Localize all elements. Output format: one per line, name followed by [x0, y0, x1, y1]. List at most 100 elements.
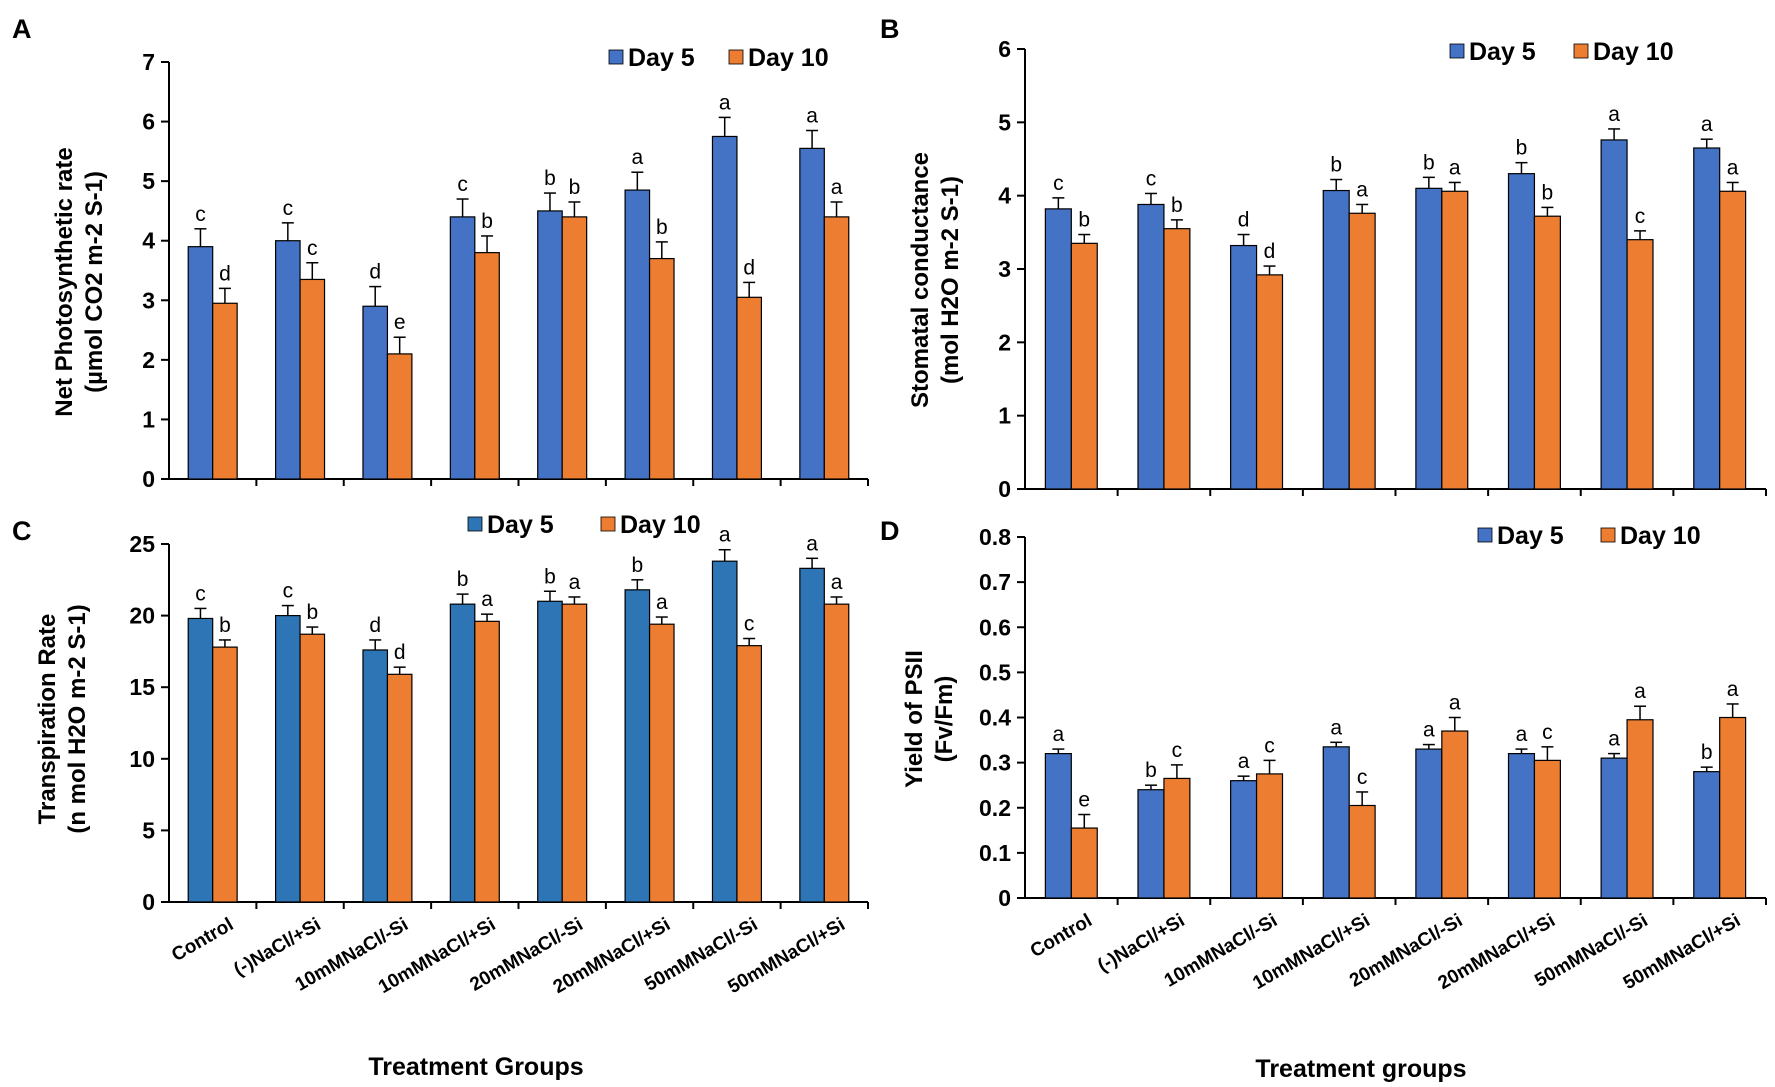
bar-day5 [1230, 780, 1258, 899]
significance-letter: b [544, 167, 556, 190]
y-axis-title-line1: Yield of PSII [901, 650, 928, 788]
y-tick-label: 7 [142, 49, 155, 75]
y-axis-title-line1: Net Photosynthetic rate [51, 147, 78, 416]
bar-day10 [212, 302, 238, 480]
y-axis-title-line2: (Fv/Fm) [931, 676, 958, 763]
significance-letter: c [1146, 167, 1157, 190]
bar-day10 [736, 296, 763, 480]
significance-letter: d [743, 256, 755, 279]
category-label: Control [1027, 910, 1096, 962]
legend-label: Day 5 [628, 44, 695, 72]
significance-letter: c [1635, 205, 1646, 228]
bar-day10 [1255, 773, 1284, 899]
bar-day10 [1070, 242, 1098, 490]
bar-day10 [474, 620, 500, 903]
significance-letter: a [831, 571, 843, 594]
bar-day10 [1719, 190, 1747, 490]
y-tick-label: 1 [998, 403, 1011, 429]
y-axis-title-line1: Transpiration Rate [34, 614, 61, 825]
y-tick-label: 6 [142, 109, 155, 135]
bar-day10 [823, 603, 850, 903]
bar-day10 [1163, 228, 1191, 490]
significance-letter: b [1701, 741, 1713, 764]
bar-day5 [362, 305, 389, 480]
bar-day10 [1719, 716, 1747, 899]
bar-day5 [1507, 173, 1536, 490]
bar-day5 [1322, 746, 1350, 899]
significance-letter: b [306, 601, 318, 624]
bar-day5 [711, 135, 738, 480]
bar-day10 [1163, 777, 1191, 899]
significance-letter: d [369, 261, 381, 284]
y-tick-label: 10 [129, 746, 155, 772]
significance-letter: c [1264, 734, 1275, 757]
bar-day5 [537, 600, 563, 903]
y-axis-title-line2: (µmol CO2 m-2 S-1) [81, 171, 108, 393]
y-axis-title: Net Photosynthetic rate (µmol CO2 m-2 S-1… [51, 147, 108, 416]
significance-letter: c [457, 173, 468, 196]
legend-label: Day 5 [487, 511, 554, 539]
significance-letter: a [719, 524, 731, 547]
y-axis-title-line1: Stomatal conductance [907, 152, 934, 408]
significance-letter: a [1608, 728, 1620, 751]
significance-letter: b [1423, 151, 1435, 174]
bar-day5 [1044, 208, 1072, 490]
significance-letter: a [806, 105, 818, 128]
y-tick-label: 0.6 [979, 614, 1011, 640]
legend-swatch [1477, 527, 1493, 543]
bar-day5 [799, 147, 825, 480]
y-tick-label: 0 [998, 885, 1011, 911]
legend-label: Day 10 [748, 44, 829, 72]
significance-letter: a [1727, 156, 1739, 179]
y-tick-label: 2 [998, 329, 1011, 355]
bar-day10 [736, 645, 763, 903]
bar-day5 [624, 589, 651, 903]
y-tick-label: 5 [142, 168, 155, 194]
bar-day5 [624, 189, 651, 480]
bar-day10 [386, 353, 413, 480]
y-axis-title-line2: (n mol H2O m-2 S-1) [64, 604, 91, 833]
legend-swatch [728, 49, 744, 65]
significance-letter: a [1449, 692, 1461, 715]
bar-day5 [1415, 187, 1443, 490]
y-tick-label: 2 [142, 347, 155, 373]
significance-letter: a [1356, 178, 1368, 201]
bar-day5 [1507, 752, 1536, 899]
y-tick-label: 25 [129, 531, 155, 557]
x-axis-title: Treatment groups [1255, 1055, 1466, 1083]
category-label: Control [168, 914, 237, 966]
significance-letter: d [369, 614, 381, 637]
bar-day10 [299, 278, 326, 480]
bar-day10 [299, 633, 326, 903]
legend-swatch [600, 516, 616, 532]
y-tick-label: 20 [129, 603, 155, 629]
legend-label: Day 5 [1497, 522, 1564, 550]
significance-letter: b [1171, 194, 1183, 217]
panel-letter: D [880, 516, 900, 546]
significance-letter: a [806, 532, 818, 555]
significance-letter: b [481, 210, 493, 233]
significance-letter: a [1053, 723, 1065, 746]
bar-day5 [1137, 203, 1165, 490]
bar-day5 [1600, 139, 1628, 490]
significance-letter: b [544, 565, 556, 588]
significance-letter: d [394, 641, 406, 664]
significance-letter: c [307, 237, 318, 260]
significance-letter: b [457, 568, 469, 591]
bar-day5 [274, 614, 301, 903]
bar-day10 [1348, 212, 1376, 490]
bar-day10 [1441, 190, 1469, 490]
bar-day10 [648, 623, 675, 903]
bar-day10 [1070, 827, 1098, 899]
bar-day10 [823, 216, 850, 480]
significance-letter: c [744, 613, 755, 636]
bar-day5 [274, 240, 301, 480]
significance-letter: a [1608, 103, 1620, 126]
bar-day5 [362, 649, 389, 903]
y-tick-label: 6 [998, 36, 1011, 62]
significance-letter: c [1542, 721, 1553, 744]
y-tick-label: 0.5 [979, 659, 1011, 685]
y-tick-label: 0 [998, 476, 1011, 502]
y-axis-title: Stomatal conductance (mol H2O m-2 S-1) [907, 152, 964, 408]
significance-letter: b [1078, 209, 1090, 232]
